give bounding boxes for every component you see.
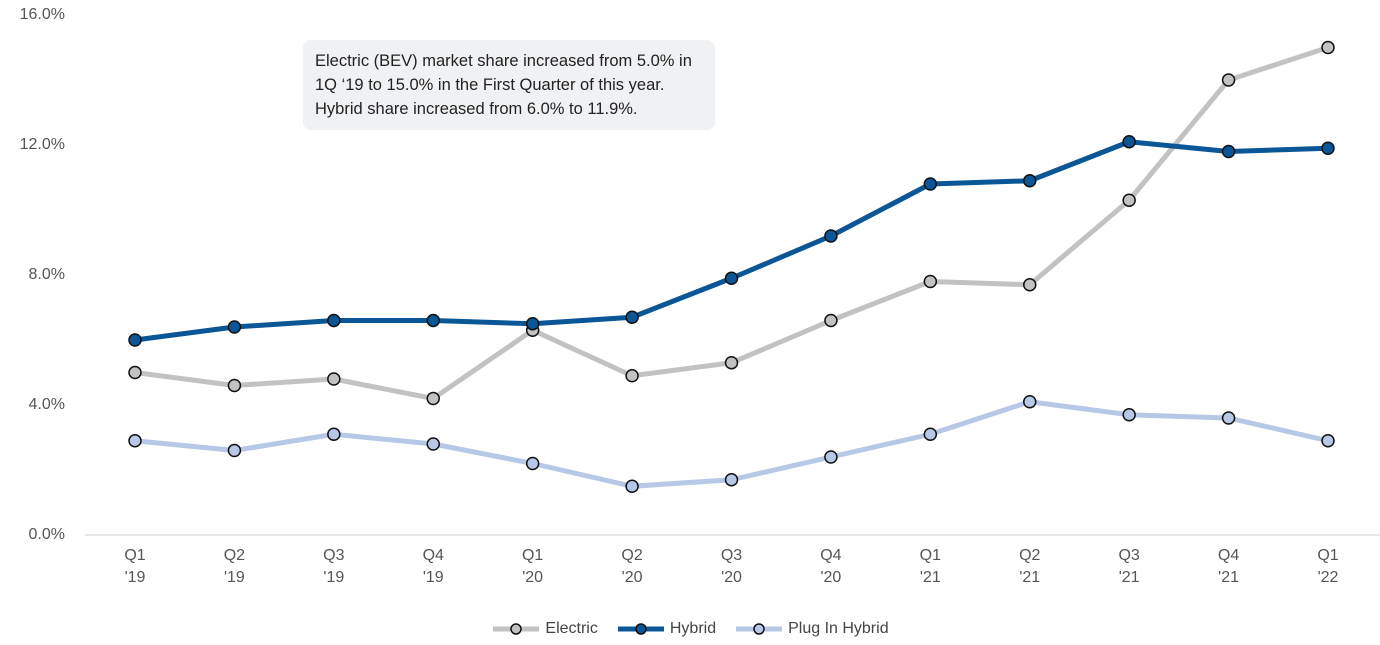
point [1023,174,1037,188]
point [824,229,838,243]
point [1321,40,1335,55]
x-tick-label: Q4 '20 [820,547,842,586]
point [1122,135,1136,149]
legend-swatch [617,623,664,635]
x-tick-label: Q3 '19 [323,547,345,586]
x-tick-label: Q2 '21 [1019,547,1041,586]
point [1122,193,1136,207]
point [923,177,938,191]
legend-marker [753,623,765,635]
point [724,473,739,487]
y-tick-label: 16.0% [20,6,65,23]
y-tick-label: 4.0% [29,396,65,413]
x-tick-label: Q1 '19 [124,547,146,586]
point [227,320,242,334]
x-tick-label: Q1 '20 [521,547,544,586]
x-tick-label: Q2 '19 [223,547,246,586]
x-tick-label: Q3 '21 [1118,547,1140,586]
point [327,372,341,386]
x-tick-label: Q3 '20 [720,547,743,586]
point [327,427,341,441]
point [426,391,440,406]
legend-item: Electric [491,620,598,638]
y-tick-label: 12.0% [20,136,65,153]
legend-label: Hybrid [669,620,717,637]
point [426,437,440,451]
point [1023,395,1037,409]
point [1221,73,1236,87]
legend-item: Hybrid [616,620,716,638]
point [227,443,242,458]
point [824,313,838,328]
annotation: Electric (BEV) market share increased fr… [303,40,715,130]
point [525,456,540,471]
point [625,369,639,383]
legend-swatch [493,623,540,635]
point [923,427,938,441]
point [327,313,341,328]
y-tick-label: 0.0% [29,526,65,543]
legend-swatch [736,623,783,635]
legend-marker [510,623,523,635]
point [128,333,142,347]
legend-item: Plug In Hybrid [734,620,889,638]
point [128,365,142,380]
point [525,317,540,331]
point [625,479,639,493]
point [1321,141,1335,155]
point [227,378,242,393]
point [426,313,440,328]
x-tick-label: Q2 '20 [621,547,643,586]
point [923,274,938,289]
x-tick-label: Q1 '22 [1317,547,1339,586]
point [128,434,142,448]
legend-label: Plug In Hybrid [788,620,889,637]
point [1221,411,1236,425]
x-tick-label: Q1 '21 [919,547,941,586]
point [724,356,739,370]
point [1221,144,1236,159]
legend-marker [635,623,647,635]
point [1122,408,1136,422]
x-tick-label: Q4 '19 [422,547,444,586]
x-tick-label: Q4 '21 [1217,547,1240,586]
legend-label: Electric [545,620,598,637]
point [824,450,838,464]
point [1023,278,1037,292]
legend: Electric Hybrid Plug In Hybrid [0,620,1380,638]
series-line [134,139,1329,343]
point [1321,434,1335,448]
y-tick-label: 8.0% [29,266,65,283]
point [724,271,739,285]
point [625,310,639,324]
